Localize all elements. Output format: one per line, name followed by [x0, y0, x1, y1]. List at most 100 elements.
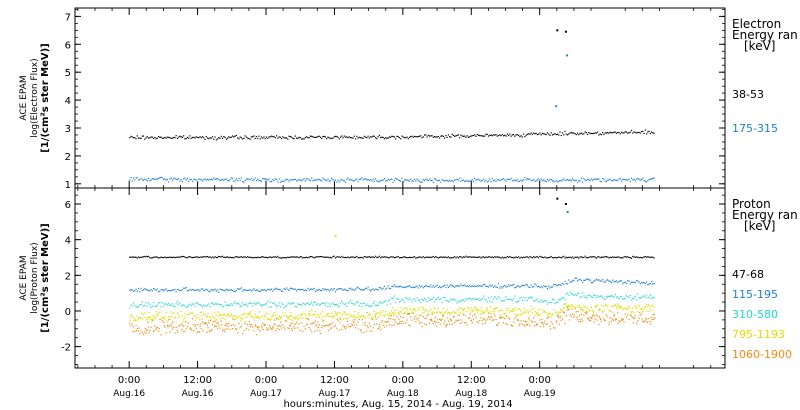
data-point: [632, 255, 634, 258]
data-point: [316, 329, 318, 331]
data-point: [214, 288, 216, 290]
data-point: [624, 313, 626, 315]
data-point: [571, 280, 574, 282]
data-point: [188, 313, 190, 316]
data-point: [451, 312, 453, 314]
data-point: [539, 325, 542, 328]
data-point: [336, 256, 338, 258]
data-point: [265, 327, 268, 329]
data-point: [317, 327, 320, 329]
data-point: [201, 288, 204, 290]
data-point: [343, 135, 345, 137]
data-point: [306, 318, 308, 320]
data-point: [346, 317, 348, 320]
data-point: [210, 289, 212, 291]
data-point: [287, 317, 289, 320]
data-point: [235, 289, 237, 292]
data-point: [506, 314, 508, 316]
data-point: [254, 325, 256, 327]
data-point: [583, 256, 585, 259]
data-point: [415, 136, 417, 138]
data-point: [383, 301, 386, 303]
data-point: [193, 178, 195, 180]
data-point: [433, 178, 436, 180]
data-point: [623, 321, 625, 323]
data-point: [390, 303, 392, 305]
data-point: [642, 177, 644, 179]
data-point: [257, 328, 259, 331]
data-point: [370, 306, 372, 308]
data-point: [142, 256, 145, 258]
data-point: [504, 313, 506, 315]
data-point: [565, 305, 567, 308]
data-point: [147, 321, 149, 323]
data-point: [449, 179, 451, 181]
data-point: [183, 325, 185, 327]
data-point: [316, 313, 318, 315]
data-point: [185, 320, 187, 322]
data-point: [449, 313, 451, 315]
data-point: [637, 304, 639, 306]
data-point: [569, 291, 571, 293]
data-point: [243, 181, 245, 183]
data-point: [471, 179, 473, 181]
data-point: [599, 257, 601, 259]
data-point: [609, 131, 611, 133]
data-point: [477, 285, 480, 287]
data-point: [132, 302, 135, 304]
data-point: [287, 317, 289, 319]
data-point: [576, 306, 579, 308]
data-point: [487, 309, 489, 312]
data-point: [409, 325, 411, 327]
data-point: [274, 137, 276, 139]
data-point: [584, 255, 586, 257]
data-point: [639, 179, 641, 181]
data-point: [205, 323, 207, 325]
data-point: [589, 179, 591, 182]
data-point: [278, 302, 280, 304]
data-point: [497, 322, 500, 324]
data-point: [531, 286, 534, 288]
data-point: [437, 286, 439, 289]
data-point: [449, 323, 451, 325]
data-point: [274, 178, 276, 180]
data-point: [634, 131, 636, 134]
data-point: [331, 257, 333, 259]
data-point: [570, 315, 572, 317]
data-point: [144, 288, 146, 290]
data-point: [190, 304, 192, 307]
data-point: [145, 302, 147, 304]
data-point: [598, 279, 600, 281]
data-point: [220, 256, 222, 258]
data-point: [363, 289, 365, 291]
data-point: [531, 297, 534, 299]
data-point: [232, 304, 234, 306]
data-point: [197, 324, 199, 326]
data-point: [457, 300, 460, 302]
data-point: [144, 256, 146, 258]
data-point: [208, 320, 210, 322]
data-point: [347, 137, 349, 139]
data-point: [193, 136, 195, 138]
data-point: [279, 289, 281, 291]
data-point: [599, 309, 601, 311]
data-point: [239, 256, 241, 258]
data-point: [430, 313, 432, 315]
data-point: [536, 323, 539, 325]
data-point: [403, 286, 406, 288]
data-point: [239, 288, 241, 290]
data-point: [333, 288, 335, 290]
data-point: [308, 289, 310, 291]
data-point: [545, 133, 547, 136]
data-point: [422, 287, 424, 289]
data-point: [284, 305, 286, 308]
data-point: [338, 306, 340, 308]
data-point: [218, 303, 220, 306]
data-point: [361, 318, 363, 321]
proton-ylabel-line: ACE EPAM: [19, 255, 29, 300]
data-point: [220, 179, 222, 181]
data-point: [366, 137, 368, 139]
data-point: [401, 177, 403, 179]
data-point: [470, 320, 472, 322]
data-point: [290, 287, 293, 289]
